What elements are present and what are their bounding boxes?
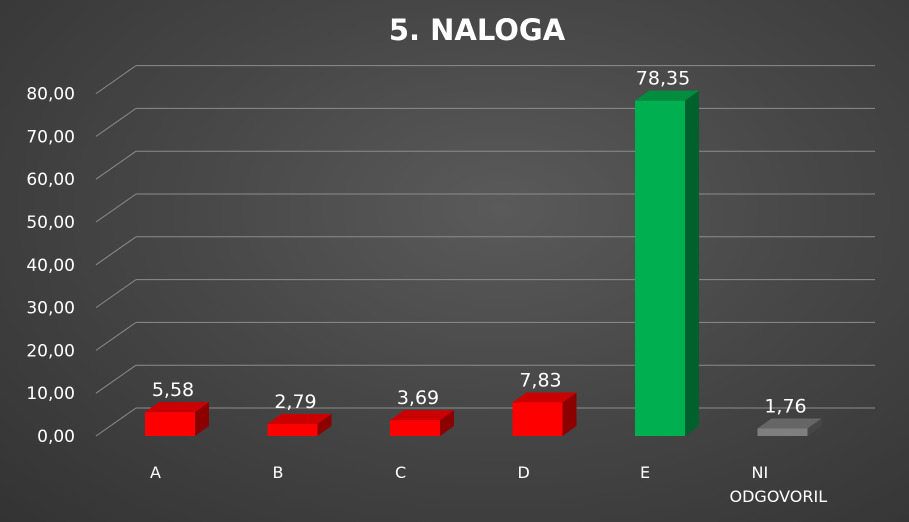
gridline-diagonal xyxy=(95,107,137,137)
bar-front xyxy=(512,402,563,436)
x-axis-categories: A B C D E NI ODGOVORIL xyxy=(150,463,827,506)
y-tick-label: 0,00 xyxy=(37,427,75,447)
bar-front xyxy=(267,424,318,436)
bar-c xyxy=(390,410,454,436)
gridline-diagonal xyxy=(95,150,137,180)
bar-side xyxy=(317,414,332,436)
y-axis-ticks: 0,00 10,00 20,00 30,00 40,00 50,00 60,00 70,00 8… xyxy=(26,85,75,447)
category-label: E xyxy=(640,463,650,482)
bar-side xyxy=(562,392,577,436)
gridline-diagonal xyxy=(95,236,137,266)
y-tick-label: 10,00 xyxy=(26,384,75,404)
gridline-diagonal xyxy=(95,65,137,95)
category-label: B xyxy=(273,463,284,482)
category-label: C xyxy=(395,463,406,482)
bar-top xyxy=(512,392,577,403)
data-labels: 5,58 2,79 3,69 7,83 78,35 1,76 xyxy=(152,68,807,418)
bar-front xyxy=(390,420,440,436)
data-label: 7,83 xyxy=(519,369,561,391)
bar-top xyxy=(267,414,332,425)
bar-front xyxy=(635,100,685,437)
bars xyxy=(145,90,822,437)
bar-side xyxy=(807,418,822,436)
category-label: NI ODGOVORIL xyxy=(730,463,828,506)
bar-top xyxy=(390,410,454,421)
bar-d xyxy=(512,392,577,436)
bar-front xyxy=(757,428,808,436)
y-tick-label: 20,00 xyxy=(26,341,75,361)
bar-top xyxy=(635,90,699,101)
bar-top xyxy=(757,418,822,429)
bar-side xyxy=(685,90,699,437)
bar-a xyxy=(145,402,209,436)
category-label: A xyxy=(150,463,161,482)
gridline-diagonal xyxy=(95,407,137,437)
data-label: 5,58 xyxy=(152,379,194,401)
bar-ni-odgovoril xyxy=(757,418,822,436)
bar-b xyxy=(267,414,332,436)
data-label: 78,35 xyxy=(636,68,690,90)
gridline-diagonal xyxy=(95,193,137,223)
bar-front xyxy=(145,412,195,436)
category-label: D xyxy=(518,463,530,482)
gridline-diagonal xyxy=(95,364,137,394)
chart-title: 5. NALOGA xyxy=(389,13,566,47)
gridlines xyxy=(95,65,875,437)
gridline-diagonal xyxy=(95,321,137,351)
bar-side xyxy=(195,402,209,436)
data-label: 2,79 xyxy=(274,391,316,413)
y-tick-label: 60,00 xyxy=(26,170,75,190)
y-tick-label: 50,00 xyxy=(26,213,75,233)
gridline-diagonal xyxy=(95,279,137,309)
data-label: 3,69 xyxy=(397,387,439,409)
y-tick-label: 70,00 xyxy=(26,127,75,147)
y-tick-label: 40,00 xyxy=(26,256,75,276)
bar-e xyxy=(635,90,699,437)
data-label: 1,76 xyxy=(764,395,806,417)
y-tick-label: 80,00 xyxy=(26,85,75,105)
bar-side xyxy=(440,410,454,436)
y-tick-label: 30,00 xyxy=(26,299,75,319)
bar-top xyxy=(145,402,209,413)
